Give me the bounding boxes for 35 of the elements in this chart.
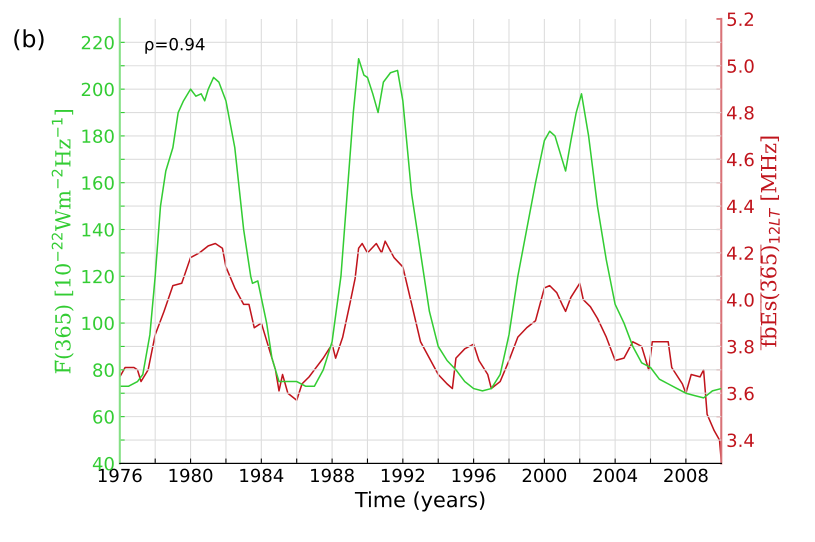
x-tick-label: 2008 [664, 468, 708, 482]
x-tick-label: 1988 [311, 468, 354, 482]
y-tick-label: 180 [82, 129, 114, 144]
y-tick-label: 60 [93, 410, 114, 424]
y2-tick-label: 4.2 [727, 246, 754, 260]
y-tick-label: 80 [93, 363, 114, 377]
x-tick-label: 1980 [170, 468, 212, 482]
x-tick-label: 1976 [98, 468, 142, 482]
y-tick-label: 220 [82, 36, 114, 50]
y-axis-title: F̅(365) [10$^{−22}$Wm$^{−2}$Hz$^{−1}$] [52, 110, 74, 374]
y2-tick-label: 5.2 [728, 12, 754, 26]
y2-tick-label: 3.8 [728, 340, 754, 354]
line-series [120, 58, 722, 399]
x-tick-label: 1984 [240, 468, 284, 482]
y2-axis-title: f̅b̅E̅s̅(̅3̅6̅5̅)̅$_{12LT}$ [MHz] [760, 136, 780, 350]
y-tick-label: 40 [92, 456, 114, 471]
y2-tick-label: 3.4 [728, 433, 754, 448]
y2-tick-label: 4.6 [727, 152, 754, 166]
x-tick-label: 2004 [593, 468, 638, 482]
y-tick-label: 100 [82, 316, 114, 330]
y2-tick-label: 4.4 [727, 200, 754, 213]
y-tick-label: 120 [82, 270, 114, 284]
y2-tick-label: 3.6 [728, 386, 754, 400]
x-tick-label: 1992 [382, 468, 424, 482]
y-tick-label: 200 [82, 82, 114, 96]
annotation: ρ=0.94 [145, 38, 205, 54]
x-tick-label: 2000 [522, 468, 566, 482]
y-tick-label: 160 [82, 176, 114, 190]
y2-tick-label: 4.8 [727, 106, 754, 120]
text: (b) [14, 29, 44, 50]
y2-tick-label: 4.0 [727, 293, 754, 307]
x-tick-label: 1996 [452, 468, 496, 482]
y-tick-label: 140 [82, 222, 114, 237]
x-axis-title: Time (years) [354, 491, 484, 512]
y2-tick-label: 5.0 [728, 59, 754, 73]
